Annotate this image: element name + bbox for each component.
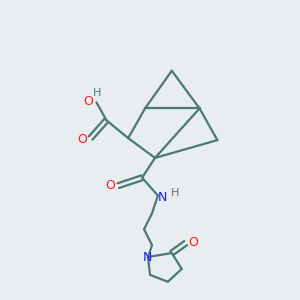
Text: O: O — [78, 133, 88, 146]
Text: N: N — [142, 251, 152, 265]
Text: H: H — [93, 88, 102, 98]
Text: N: N — [158, 191, 168, 204]
Text: H: H — [171, 188, 179, 198]
Text: O: O — [189, 236, 199, 249]
Text: O: O — [84, 95, 94, 108]
Text: O: O — [105, 179, 115, 192]
